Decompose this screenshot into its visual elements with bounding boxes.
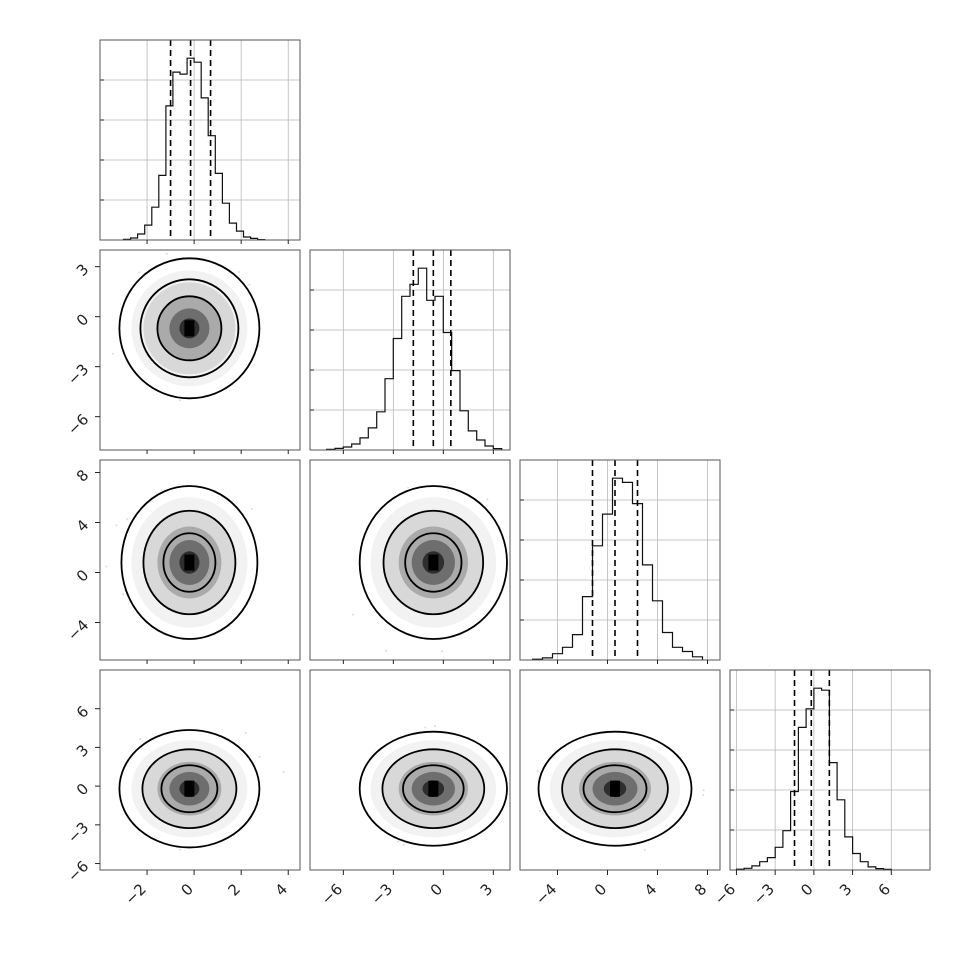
histogram-bars bbox=[326, 267, 503, 450]
scatter-point bbox=[105, 565, 108, 568]
joint-panel-2-1 bbox=[99, 249, 301, 451]
density-peak bbox=[184, 320, 195, 337]
joint-panel-3-2 bbox=[309, 459, 513, 661]
joint-panel-4-1 bbox=[99, 669, 301, 871]
scatter-point bbox=[138, 271, 141, 274]
scatter-point bbox=[486, 498, 489, 501]
scatter-point bbox=[126, 518, 129, 521]
contour-line bbox=[382, 509, 485, 616]
scatter-point bbox=[244, 731, 247, 734]
scatter-point bbox=[258, 755, 261, 758]
scatter-point bbox=[115, 524, 118, 527]
histogram-panel-4 bbox=[729, 669, 931, 871]
scatter-point bbox=[250, 508, 253, 510]
histogram-bars bbox=[531, 477, 704, 660]
joint-panel-4-2 bbox=[309, 669, 511, 871]
contour-line bbox=[160, 764, 219, 814]
contour-line bbox=[118, 257, 261, 400]
panel-frame bbox=[99, 459, 301, 661]
joint-panel-3-1 bbox=[99, 459, 301, 661]
contour-line bbox=[402, 764, 465, 814]
scatter-point bbox=[434, 725, 437, 728]
scatter-point bbox=[397, 840, 399, 843]
panel-frame bbox=[519, 459, 721, 661]
joint-panel-4-3 bbox=[519, 669, 721, 871]
contour-line bbox=[358, 730, 508, 847]
scatter-point bbox=[441, 650, 443, 653]
density-peak bbox=[428, 554, 439, 571]
scatter-point bbox=[424, 726, 427, 729]
panel-frame bbox=[99, 669, 301, 871]
scatter-point bbox=[385, 649, 388, 652]
histogram-panel-1 bbox=[99, 39, 301, 241]
scatter-point bbox=[122, 593, 125, 596]
contour-line bbox=[156, 295, 223, 362]
contour-line bbox=[381, 748, 486, 830]
scatter-point bbox=[179, 848, 182, 851]
scatter-point bbox=[702, 794, 705, 796]
contour-line bbox=[141, 748, 238, 830]
scatter-point bbox=[643, 848, 646, 851]
scatter-point bbox=[178, 399, 181, 402]
panel-frame bbox=[729, 669, 931, 871]
histogram-bars bbox=[122, 57, 266, 241]
scatter-point bbox=[282, 770, 285, 773]
contour-line bbox=[139, 278, 240, 379]
scatter-point bbox=[351, 613, 354, 616]
histogram-bars bbox=[735, 687, 892, 870]
histogram-panel-2 bbox=[309, 249, 511, 451]
scatter-point bbox=[248, 283, 251, 286]
density-peak bbox=[428, 780, 439, 797]
panel-frame bbox=[309, 249, 511, 451]
scatter-point bbox=[511, 537, 513, 539]
panel-frame bbox=[99, 39, 301, 241]
histogram-panel-3 bbox=[519, 459, 721, 661]
scatter-point bbox=[237, 271, 240, 273]
scatter-point bbox=[402, 843, 405, 846]
scatter-point bbox=[257, 344, 260, 347]
panel-frame bbox=[309, 459, 511, 661]
contour-line bbox=[404, 532, 463, 593]
density-peak bbox=[184, 554, 195, 571]
contour-line bbox=[142, 509, 237, 616]
density-peak bbox=[184, 780, 195, 797]
scatter-point bbox=[111, 352, 114, 355]
panel-frame bbox=[309, 669, 511, 871]
scatter-point bbox=[165, 252, 168, 255]
scatter-point bbox=[139, 738, 142, 741]
contour-line bbox=[118, 729, 261, 849]
contour-line bbox=[162, 532, 217, 593]
contour-line bbox=[358, 485, 508, 640]
panel-frame bbox=[99, 249, 301, 451]
contour-line bbox=[120, 485, 259, 640]
